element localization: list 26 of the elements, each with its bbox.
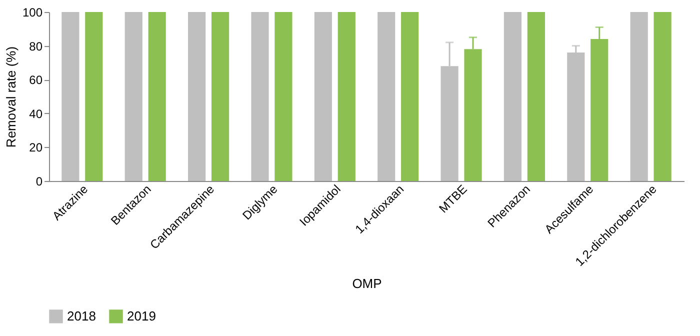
bar [401,12,419,181]
bar [211,12,230,181]
y-tick-label: 80 [29,39,43,54]
bar [188,12,206,181]
x-axis-title: OMP [352,276,382,292]
bar [314,12,332,181]
y-tick-label: 40 [29,106,43,121]
y-tick-label: 0 [36,174,43,188]
bar [85,12,103,181]
bar [124,12,142,181]
bar [274,12,292,181]
legend-label: 2018 [67,308,96,324]
y-axis-title: Removal rate (%) [3,46,18,148]
bar [251,12,269,181]
legend-label: 2019 [127,308,156,324]
bar [148,12,166,181]
y-tick-label: 100 [22,6,43,20]
bar [338,12,356,181]
y-tick-label: 20 [29,140,43,155]
bar [378,12,396,181]
bar [527,12,545,181]
bar [62,12,80,181]
bar [630,12,648,181]
y-tick-label: 60 [29,73,43,88]
bar [504,12,522,181]
bar [654,12,672,181]
